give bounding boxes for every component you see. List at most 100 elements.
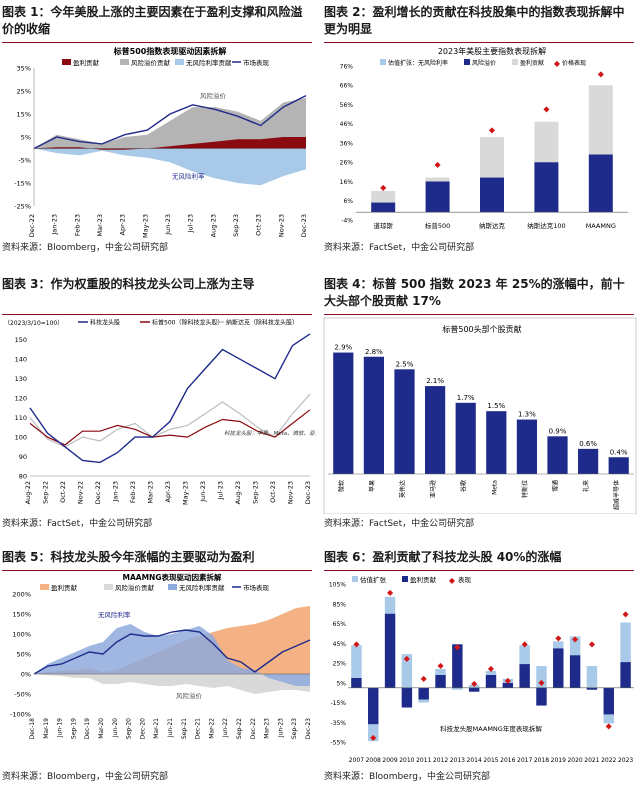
chart-1-x-tick: May-23: [141, 214, 149, 238]
chart-6-bar-earnings: [485, 674, 497, 688]
chart-5-x-tick: Sep-20: [126, 718, 133, 739]
chart-3-series-line: [29, 333, 311, 464]
chart-2-marker-price: ◆: [380, 183, 387, 192]
chart-4-frame: [323, 317, 637, 514]
chart-6-x-tick: 2020: [567, 757, 582, 764]
chart-6-bar-earnings: [418, 687, 429, 700]
chart-2-bar-risk-premium: [588, 154, 613, 213]
chart-3-x-tick: Jan-23: [112, 481, 120, 503]
chart-3-x-tick: Jul-23: [217, 481, 225, 500]
chart-4-data-label: 1.3%: [518, 411, 536, 419]
chart-4: 标普500头部个股贡献 2.9% 微软 2.8% 苹果 2.5% 英伟达 2.1% 亚马逊 1.7…: [323, 317, 637, 514]
panel-5: 图表 5：科技龙头股今年涨幅的主要驱动为盈利 MAAMNG表现驱动因素拆解盈利贡…: [0, 545, 316, 786]
chart-6-x-tick: 2010: [399, 757, 414, 764]
panel-5-title: 图表 5：科技龙头股今年涨幅的主要驱动为盈利: [2, 550, 255, 564]
chart-5-x-tick: Jun-20: [112, 718, 119, 738]
chart-6-bar-earnings: [401, 687, 413, 708]
chart-5-title: MAAMNG表现驱动因素拆解: [123, 572, 222, 582]
chart-3-legend-label: 纳斯达克（除科技龙头股）: [226, 319, 298, 327]
chart-6-bar-earnings: [384, 613, 396, 688]
chart-2-x-tick: 纳斯达克100: [527, 221, 565, 230]
chart-1-x-tick: Jun-23: [164, 214, 172, 236]
chart-6-x-tick: 2013: [450, 757, 465, 764]
chart-1-y-tick: 25%: [17, 88, 31, 96]
chart-5-x-tick: Sep-21: [181, 718, 188, 739]
chart-6-bar-earnings: [536, 687, 547, 706]
chart-5-series-earnings: [34, 606, 310, 674]
chart-6-x-tick: 2014: [467, 757, 482, 764]
chart-1-y-tick: -15%: [14, 180, 31, 188]
panel-4: 图表 4：标普 500 指数 2023 年 25%的涨幅中，前十大头部个股贡献 …: [322, 272, 638, 534]
chart-2-y-tick: 6%: [343, 198, 353, 205]
chart-6-bar-valuation: [468, 684, 480, 688]
chart-5-y-tick: 150%: [12, 611, 31, 619]
chart-4-data-label: 0.6%: [579, 440, 597, 448]
chart-6-y-tick: 5%: [336, 680, 346, 687]
chart-3-y-tick: 110: [15, 414, 27, 422]
chart-6: 估值扩张 盈利贡献 ◆ 表现105%85%65%45%25%5%-15%-35%-55…: [329, 575, 634, 764]
chart-1-x-tick: Jul-23: [187, 214, 195, 233]
chart-6-bar-earnings: [553, 648, 564, 688]
chart-4-bar: [486, 411, 507, 474]
chart-3-y-tick: 150: [15, 336, 27, 344]
chart-2-bar-earnings: [534, 121, 559, 163]
chart-6-y-tick: 105%: [329, 582, 346, 589]
chart-3-x-tick: Aug-22: [24, 481, 32, 504]
chart-6-x-tick: 2008: [366, 757, 381, 764]
chart-6-bar-valuation: [401, 654, 413, 688]
chart-2-y-tick: -4%: [341, 217, 353, 224]
chart-5-annotation: 风险溢价: [176, 691, 203, 700]
chart-6-y-tick: 45%: [333, 641, 347, 648]
chart-5-x-tick: Dec-19: [84, 718, 91, 740]
chart-4-data-label: 2.8%: [365, 348, 383, 356]
panel-6-title: 图表 6：盈利贡献了科技龙头股 40%的涨幅: [324, 550, 562, 564]
chart-5-annotation: 无风险利率: [98, 610, 131, 619]
chart-5-x-tick: Mar-22: [208, 718, 215, 739]
chart-2-y-tick: 76%: [340, 64, 354, 71]
chart-2-x-tick: 道琼斯: [373, 221, 393, 230]
chart-5-legend-label: 市场表现: [243, 583, 270, 592]
chart-6-bar-earnings: [586, 687, 598, 690]
chart-1-legend-label: 市场表现: [243, 58, 270, 67]
chart-4-bar: [547, 436, 568, 474]
chart-3-x-tick: Mar-23: [147, 481, 155, 503]
chart-3-x-tick: Jun-23: [199, 481, 207, 503]
chart-5-series-risk-free: [34, 624, 310, 686]
chart-6-bar-valuation: [485, 670, 497, 675]
chart-3-subtitle: （2023/3/10=100）: [4, 320, 63, 327]
chart-6-bar-earnings: [452, 644, 463, 688]
chart-6-x-tick: 2021: [584, 757, 599, 764]
chart-5-y-tick: 100%: [12, 631, 31, 639]
panel-1: 图表 1：今年美股上涨的主要因素在于盈利支撑和风险溢价的收缩 标普500指数表现…: [0, 0, 316, 262]
chart-6-y-tick: 85%: [333, 601, 347, 608]
chart-6-bar-valuation: [418, 699, 429, 703]
chart-3-x-tick: Sep-23: [252, 481, 260, 504]
chart-2-x-tick: 纳斯达克: [479, 221, 506, 230]
chart-6-y-tick: -35%: [330, 720, 346, 727]
chart-6-marker-performance: ◆: [421, 674, 428, 683]
chart-6-marker-performance: ◆: [454, 642, 461, 651]
chart-1-title: 标普500指数表现驱动因素拆解: [113, 46, 227, 56]
chart-5-x-tick: Sep-22: [236, 718, 243, 739]
chart-3-y-tick: 140: [15, 356, 27, 364]
chart-6-bar-earnings: [368, 687, 379, 725]
chart-1-x-tick: Jan-23: [51, 214, 59, 236]
chart-5-series-market: [33, 629, 311, 675]
chart-6-y-tick: -55%: [330, 740, 346, 747]
chart-2-bar-risk-premium: [480, 177, 504, 213]
chart-5-x-tick: Mar-19: [43, 718, 50, 739]
chart-1-legend-swatch: [120, 59, 129, 65]
panel-6: 图表 6：盈利贡献了科技龙头股 40%的涨幅 估值扩张 盈利贡献 ◆ 表现 105% 85…: [322, 545, 638, 786]
chart-4-bar: [608, 457, 629, 474]
chart-2-title: 2023年美股主要指数表现拆解: [438, 46, 546, 56]
chart-5-legend-label: 盈利贡献: [51, 583, 78, 592]
panel-1-divider: [2, 42, 312, 43]
chart-2-bar-risk-premium: [534, 162, 559, 213]
chart-3-y-tick: 100: [15, 434, 27, 442]
chart-2-y-tick: 56%: [340, 102, 354, 109]
chart-5-x-tick: Dec-22: [250, 718, 257, 740]
chart-6-marker-performance: ◆: [387, 588, 394, 597]
chart-2-legend-label: 盈利贡献: [520, 59, 544, 67]
